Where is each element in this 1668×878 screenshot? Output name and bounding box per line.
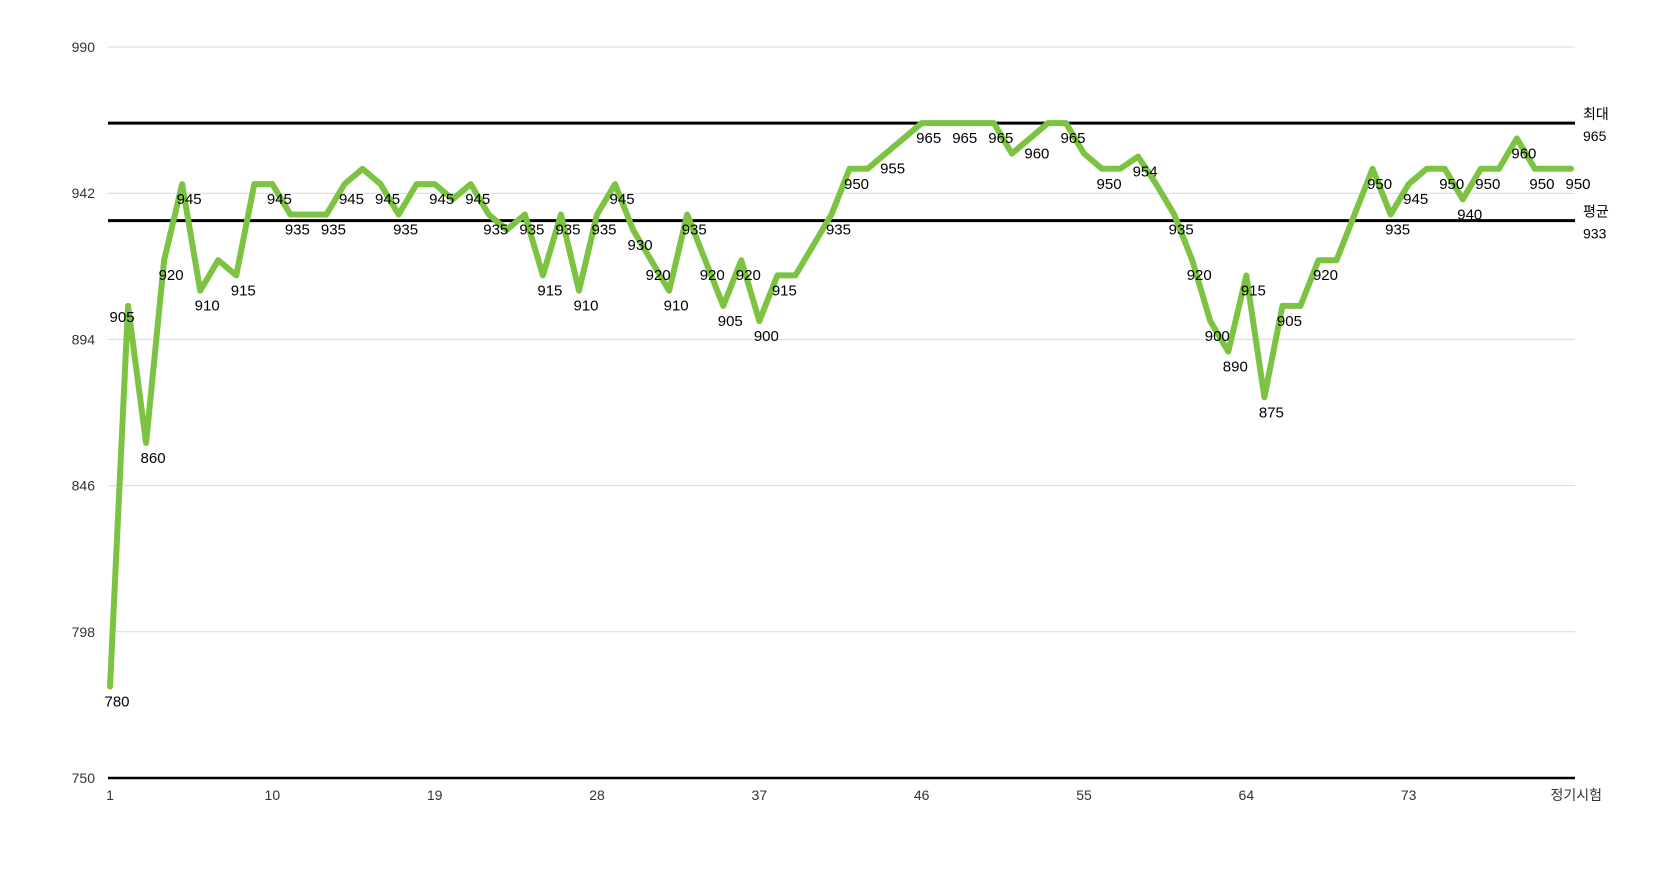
point-value-label: 950 (1475, 176, 1500, 193)
point-value-label: 965 (988, 130, 1013, 147)
point-value-label: 965 (952, 130, 977, 147)
point-value-label: 950 (1565, 176, 1590, 193)
point-value-label: 935 (591, 222, 616, 239)
reference-line-name: 평균 (1583, 204, 1609, 220)
point-value-label: 935 (285, 222, 310, 239)
point-value-label: 945 (429, 191, 454, 208)
point-value-label: 950 (844, 176, 869, 193)
point-value-label: 950 (1529, 176, 1554, 193)
y-tick-label: 942 (72, 185, 96, 201)
y-tick-label: 990 (72, 39, 96, 55)
point-value-label: 905 (110, 309, 135, 326)
point-value-label: 935 (519, 222, 544, 239)
point-value-label: 900 (1205, 328, 1230, 345)
x-tick-label: 28 (589, 787, 605, 803)
point-value-label: 910 (195, 298, 220, 315)
data-line (107, 120, 1574, 690)
point-value-label: 950 (1439, 176, 1464, 193)
x-axis-title: 정기시험 (1550, 787, 1602, 803)
point-value-label: 915 (1241, 282, 1266, 299)
point-value-label: 935 (682, 222, 707, 239)
point-value-label: 935 (826, 222, 851, 239)
point-value-label: 920 (700, 267, 725, 284)
point-value-label: 920 (1187, 267, 1212, 284)
point-value-label: 935 (321, 222, 346, 239)
x-tick-label: 19 (427, 787, 443, 803)
point-value-label: 915 (772, 282, 797, 299)
point-value-label: 860 (141, 450, 166, 467)
x-tick-label: 46 (914, 787, 930, 803)
point-value-label: 905 (1277, 313, 1302, 330)
x-tick-label: 73 (1401, 787, 1417, 803)
point-value-label: 945 (610, 191, 635, 208)
point-value-label: 920 (736, 267, 761, 284)
y-tick-label: 798 (72, 624, 96, 640)
y-tick-label: 846 (72, 478, 96, 494)
x-tick-label: 10 (265, 787, 281, 803)
point-value-label: 910 (664, 298, 689, 315)
point-value-label: 905 (718, 313, 743, 330)
point-value-label: 960 (1024, 145, 1049, 162)
point-value-label: 920 (646, 267, 671, 284)
point-value-label: 945 (339, 191, 364, 208)
point-value-label: 875 (1259, 404, 1284, 421)
point-value-label: 920 (1313, 267, 1338, 284)
point-value-label: 890 (1223, 359, 1248, 376)
point-value-label: 945 (465, 191, 490, 208)
point-value-label: 945 (1403, 191, 1428, 208)
point-value-label: 945 (375, 191, 400, 208)
point-value-label: 950 (1367, 176, 1392, 193)
point-value-label: 920 (159, 267, 184, 284)
point-value-label: 935 (483, 222, 508, 239)
reference-line-value: 933 (1583, 226, 1607, 242)
point-value-label: 935 (1385, 222, 1410, 239)
point-value-label: 935 (1169, 222, 1194, 239)
point-value-label: 940 (1457, 206, 1482, 223)
reference-line-value: 965 (1583, 128, 1607, 144)
x-tick-label: 64 (1239, 787, 1255, 803)
point-value-label: 780 (104, 694, 129, 711)
reference-line-name: 최대 (1583, 106, 1609, 122)
point-value-label: 965 (916, 130, 941, 147)
y-tick-label: 894 (72, 331, 96, 347)
point-value-label: 960 (1511, 145, 1536, 162)
point-value-label: 945 (267, 191, 292, 208)
point-value-label: 965 (1060, 130, 1085, 147)
point-value-label: 954 (1133, 164, 1158, 181)
point-value-label: 935 (393, 222, 418, 239)
x-tick-label: 37 (752, 787, 768, 803)
point-value-label: 900 (754, 328, 779, 345)
point-value-label: 915 (537, 282, 562, 299)
y-tick-label: 750 (72, 770, 96, 786)
point-value-label: 935 (555, 222, 580, 239)
x-tick-label: 1 (106, 787, 114, 803)
point-value-label: 915 (231, 282, 256, 299)
point-value-label: 945 (177, 191, 202, 208)
point-value-label: 930 (628, 237, 653, 254)
point-value-label: 955 (880, 161, 905, 178)
point-value-label: 910 (573, 298, 598, 315)
x-tick-label: 55 (1076, 787, 1092, 803)
point-value-label: 950 (1097, 176, 1122, 193)
